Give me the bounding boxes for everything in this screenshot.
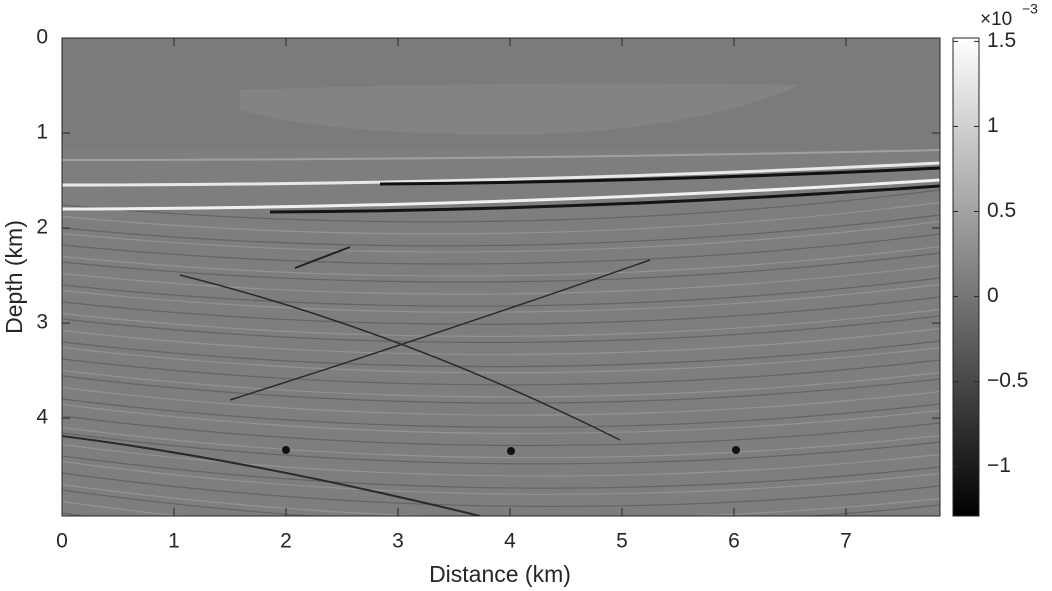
reflector [62, 283, 940, 313]
colorbar [952, 37, 980, 517]
reflector [62, 308, 940, 337]
reflector [62, 483, 940, 516]
reflector [62, 233, 940, 265]
x-tick-label: 6 [728, 530, 740, 553]
reflector [62, 375, 940, 404]
reflector [62, 277, 940, 307]
reflector [62, 432, 940, 465]
y-tick-label: 3 [36, 311, 48, 334]
colorbar-tick-label: 0 [987, 284, 999, 307]
colorbar-tick-label: 0.5 [987, 199, 1016, 222]
reflector [62, 252, 940, 283]
colorbar-exponent-power: −3 [1022, 1, 1038, 17]
reflector [62, 403, 940, 435]
colorbar-tick-label: 1.5 [987, 29, 1016, 52]
reflector [62, 220, 940, 253]
fault [229, 259, 651, 401]
colorbar-exponent-base: ×10 [980, 9, 1012, 30]
reflector [62, 214, 940, 247]
reflector [62, 443, 940, 477]
diffractor [732, 446, 740, 454]
reflector [62, 245, 940, 277]
reflector [62, 189, 940, 223]
reflector [62, 315, 940, 344]
colorbar-tick-label: 1 [987, 114, 999, 137]
reflector [62, 426, 940, 459]
reflector [62, 369, 940, 398]
y-tick-label: 1 [36, 121, 48, 144]
y-tick-label: 0 [36, 26, 48, 49]
seismic-image [62, 38, 940, 556]
x-tick-label: 2 [280, 530, 292, 553]
reflector [62, 178, 940, 211]
image-region [240, 83, 800, 135]
x-axis-label: Distance (km) [429, 561, 571, 587]
diffractor [507, 447, 515, 455]
plot-frame [61, 37, 941, 517]
x-tick-label: 3 [392, 530, 404, 553]
reflectors [62, 189, 940, 556]
reflector [62, 346, 940, 374]
reflector [379, 166, 940, 186]
y-tick-label: 4 [36, 406, 48, 429]
fault [294, 246, 351, 269]
reflector [62, 435, 481, 516]
reflector [62, 327, 940, 356]
x-tick-label: 7 [840, 530, 852, 553]
reflector [62, 455, 940, 489]
reflector [62, 296, 940, 325]
colorbar-tick-label: −1 [987, 454, 1011, 477]
reflector [62, 201, 940, 235]
reflector [62, 264, 940, 295]
x-tick-label: 0 [56, 530, 68, 553]
reflector [62, 340, 940, 368]
reflector [62, 489, 940, 516]
reflector [62, 398, 940, 428]
reflector [62, 512, 89, 516]
x-tick-label: 4 [504, 530, 516, 553]
colorbar-tick-label: −0.5 [987, 369, 1028, 392]
reflector [62, 149, 940, 161]
y-axis-label: Depth (km) [1, 220, 27, 334]
fault [179, 274, 621, 441]
reflector [62, 472, 940, 508]
reflector [269, 184, 940, 214]
x-tick-label: 1 [168, 530, 180, 553]
x-tick-label: 5 [616, 530, 628, 553]
diffractor [282, 446, 290, 454]
y-tick-label: 2 [36, 216, 48, 239]
reflector [62, 415, 940, 447]
reflector [62, 460, 940, 495]
reflector [62, 519, 940, 556]
reflector [62, 386, 940, 416]
reflector [62, 161, 940, 187]
